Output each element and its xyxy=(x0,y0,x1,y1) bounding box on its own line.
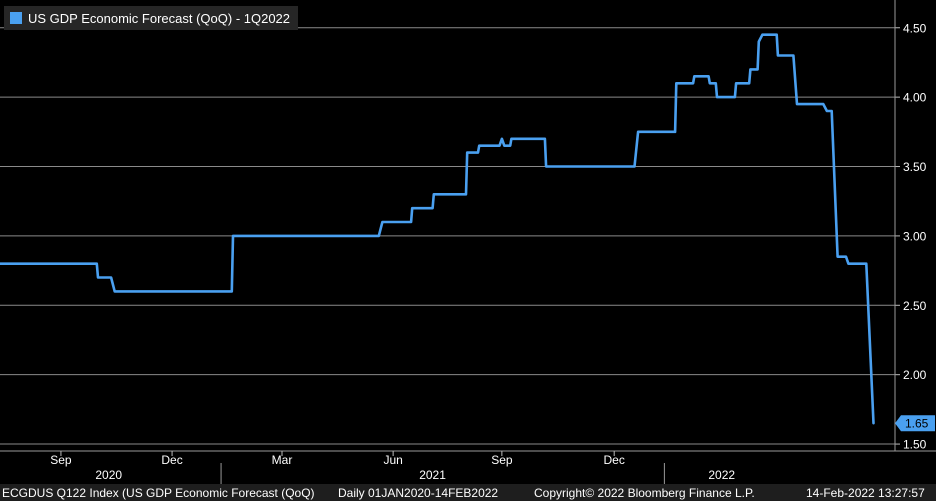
grid-lines xyxy=(0,27,895,445)
x-tick-label: Dec xyxy=(604,453,625,467)
last-value-label: 1.65 xyxy=(905,417,929,431)
axes: 1.50 2.00 2.50 3.00 3.50 4.00 4.50 Sep Dec Mar Jun… xyxy=(0,0,936,484)
y-tick-label: 3.50 xyxy=(903,160,927,174)
y-tick-label: 4.50 xyxy=(903,21,927,35)
year-label: 2022 xyxy=(708,468,735,482)
x-tick-label: Sep xyxy=(50,453,72,467)
y-tick-label: 2.00 xyxy=(903,368,927,382)
line-chart: 1.50 2.00 2.50 3.00 3.50 4.00 4.50 Sep Dec Mar Jun… xyxy=(0,0,936,484)
footer-index: ECGDUS Q122 Index (US GDP Economic Forec… xyxy=(2,486,315,500)
y-tick-label: 3.00 xyxy=(903,229,927,243)
footer-timestamp: 14-Feb-2022 13:27:57 xyxy=(806,486,925,500)
y-tick-label: 4.00 xyxy=(903,91,927,105)
legend: US GDP Economic Forecast (QoQ) - 1Q2022 xyxy=(4,6,299,30)
year-label: 2020 xyxy=(95,468,122,482)
y-tick-label: 2.50 xyxy=(903,299,927,313)
footer-copyright: Copyright© 2022 Bloomberg Finance L.P. xyxy=(534,486,755,500)
footer-range: Daily 01JAN2020-14FEB2022 xyxy=(338,486,499,500)
series-line xyxy=(0,33,875,425)
year-label: 2021 xyxy=(419,468,446,482)
legend-swatch xyxy=(10,12,22,24)
series-layer: 1.65 xyxy=(0,33,935,432)
footer-bar: ECGDUS Q122 Index (US GDP Economic Forec… xyxy=(0,484,936,501)
y-tick-label: 1.50 xyxy=(903,438,927,452)
x-tick-label: Jun xyxy=(383,453,402,467)
x-tick-label: Mar xyxy=(272,453,293,467)
last-value-flag xyxy=(895,415,935,432)
x-tick-label: Dec xyxy=(161,453,182,467)
x-tick-label: Sep xyxy=(491,453,513,467)
legend-label: US GDP Economic Forecast (QoQ) - 1Q2022 xyxy=(28,10,291,26)
